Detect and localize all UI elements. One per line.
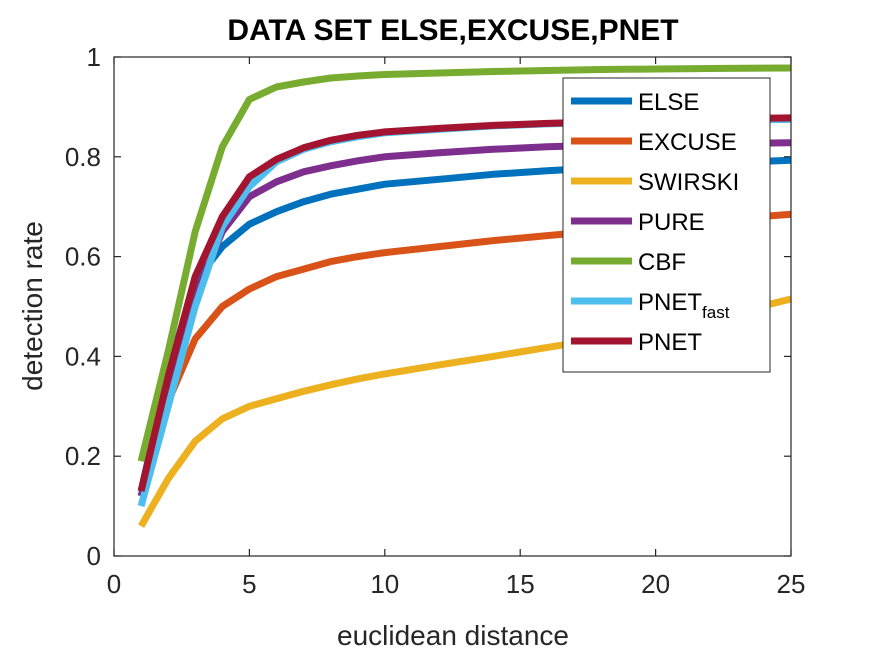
chart-title: DATA SET ELSE,EXCUSE,PNET bbox=[227, 14, 678, 47]
x-tick-label: 15 bbox=[506, 569, 535, 599]
x-axis-label: euclidean distance bbox=[337, 620, 569, 651]
legend-box bbox=[562, 77, 771, 373]
legend-label-3: PURE bbox=[638, 209, 705, 236]
legend-label-5: PNETfast bbox=[638, 289, 730, 322]
y-tick-label: 1 bbox=[87, 42, 101, 72]
plot-frame bbox=[113, 56, 792, 557]
y-axis-label: detection rate bbox=[17, 221, 48, 391]
y-tick-label: 0.4 bbox=[65, 341, 101, 371]
tick-layer: 0 5 10 15 20 25 0 0.2 0.4 0.6 0.8 1 bbox=[65, 42, 806, 599]
legend-label-4: CBF bbox=[638, 249, 686, 276]
legend-label-6: PNET bbox=[638, 329, 702, 356]
x-tick-label: 0 bbox=[107, 569, 121, 599]
y-tick-label: 0.8 bbox=[65, 142, 101, 172]
legend-items: ELSE EXCUSE SWIRSKI PURE CBF PNETfast PNET bbox=[571, 89, 739, 356]
legend: ELSE EXCUSE SWIRSKI PURE CBF PNETfast PNET bbox=[562, 77, 771, 373]
x-tick-label: 25 bbox=[777, 569, 806, 599]
legend-label-1: EXCUSE bbox=[638, 129, 737, 156]
x-tick-label: 10 bbox=[370, 569, 399, 599]
legend-label-0: ELSE bbox=[638, 89, 699, 116]
y-tick-label: 0 bbox=[87, 541, 101, 571]
y-tick-label: 0.6 bbox=[65, 242, 101, 272]
series-line-4 bbox=[137, 64, 792, 463]
legend-label-2: SWIRSKI bbox=[638, 169, 739, 196]
x-tick-label: 5 bbox=[242, 569, 256, 599]
y-tick-label: 0.2 bbox=[65, 441, 101, 471]
x-tick-label: 20 bbox=[641, 569, 670, 599]
